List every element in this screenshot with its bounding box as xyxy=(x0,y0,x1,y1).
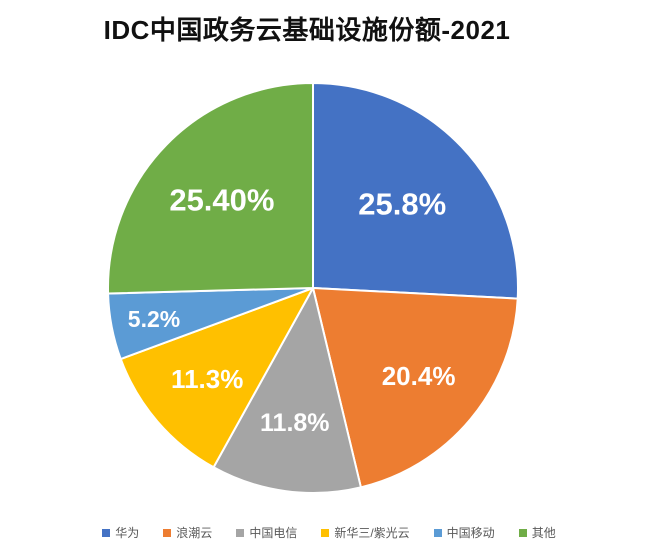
pie-slice-3 xyxy=(119,287,314,469)
legend-label-2: 中国电信 xyxy=(249,526,298,540)
legend-label-5: 其他 xyxy=(531,526,556,540)
legend-swatch-0 xyxy=(102,528,111,537)
legend-label-4: 中国移动 xyxy=(446,526,495,540)
pie-slice-5 xyxy=(107,82,314,295)
legend-swatch-2 xyxy=(236,528,245,537)
chart-title: IDC中国政务云基础设施份额-2021 xyxy=(103,15,511,45)
legend-item-4: 中国移动 xyxy=(433,524,495,541)
slice-label-0: 25.8% xyxy=(358,186,446,221)
legend-item-5: 其他 xyxy=(518,524,556,541)
slice-label-3: 11.3% xyxy=(171,364,243,394)
chart-legend: 华为 浪潮云 中国电信 新华三/紫光云 中国移动 其他 xyxy=(0,524,658,541)
legend-label-3: 新华三/紫光云 xyxy=(334,526,410,540)
legend-label-0: 华为 xyxy=(115,526,140,540)
pie-chart: 25.8% 20.4% 11.8% 11.3% 5.2% 25.40% xyxy=(107,82,519,494)
legend-swatch-5 xyxy=(518,528,527,537)
legend-item-2: 中国电信 xyxy=(236,524,297,541)
pie-slice-1 xyxy=(312,287,519,489)
legend-item-1: 浪潮云 xyxy=(163,524,212,541)
legend-swatch-4 xyxy=(433,528,442,537)
slice-label-2: 11.8% xyxy=(260,409,330,437)
legend-label-1: 浪潮云 xyxy=(176,526,213,540)
slice-label-1: 20.4% xyxy=(382,361,456,391)
legend-item-0: 华为 xyxy=(102,524,139,541)
legend-item-3: 新华三/紫光云 xyxy=(321,524,410,541)
slice-label-5: 25.40% xyxy=(169,182,274,217)
slice-label-4: 5.2% xyxy=(128,306,180,332)
legend-swatch-1 xyxy=(163,528,172,537)
legend-swatch-3 xyxy=(321,528,330,537)
pie-slice-0 xyxy=(312,82,519,300)
pie-slice-2 xyxy=(212,287,362,494)
